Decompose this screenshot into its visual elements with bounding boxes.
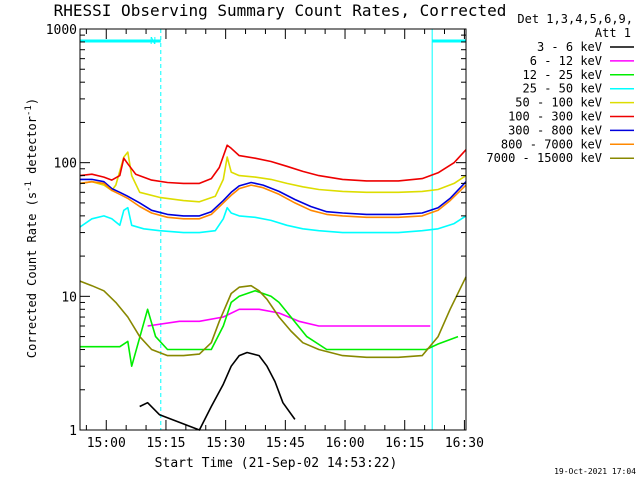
series-line-4: [79, 151, 467, 203]
x-tick-label-3: 15:45: [266, 436, 305, 451]
legend-label-7: 800 - 7000 keV: [501, 137, 602, 151]
chart-title: RHESSI Observing Summary Count Rates, Co…: [54, 1, 507, 20]
series-line-2: [80, 290, 459, 367]
legend-label-6: 300 - 800 keV: [508, 123, 602, 137]
legend-label-4: 50 - 100 keV: [515, 96, 602, 110]
series-line-3: [79, 206, 467, 234]
timestamp-label: 19-Oct-2021 17:04: [554, 467, 636, 476]
y-tick-label-3: 1000: [46, 23, 77, 38]
legend-header-detectors: Det 1,3,4,5,6,9,: [517, 12, 633, 26]
x-tick-label-4: 16:00: [325, 436, 364, 451]
plot-frame: [79, 28, 467, 431]
legend-label-0: 3 - 6 keV: [537, 40, 602, 54]
axes: 1 10 100 1000 15:00 15:15 15:30 15:45 16:00 16:15…: [46, 23, 484, 451]
legend-label-2: 12 - 25 keV: [523, 68, 602, 82]
series-line-7: [79, 180, 467, 220]
legend-label-1: 6 - 12 keV: [530, 54, 602, 68]
y-axis-label-part3: ): [25, 98, 39, 105]
x-axis-label: Start Time (21-Sep-02 14:53:22): [155, 456, 398, 471]
y-tick-label-2: 100: [54, 157, 77, 172]
legend-header-attenuator: Att 1: [595, 26, 631, 40]
y-axis-label-sup2: -1: [24, 105, 34, 116]
x-tick-label-1: 15:15: [146, 436, 185, 451]
series-line-6: [80, 178, 467, 217]
series-line-0: [139, 351, 296, 431]
series-line-8: [79, 276, 467, 359]
x-tick-label-5: 16:15: [385, 436, 424, 451]
x-tick-label-0: 15:00: [87, 436, 126, 451]
x-tick-label-6: 16:30: [445, 436, 484, 451]
legend-label-8: 7000 - 15000 keV: [486, 151, 602, 165]
y-axis-label-part2: detector: [25, 116, 39, 181]
legend-label-5: 100 - 300 keV: [508, 110, 602, 124]
legend-label-3: 25 - 50 keV: [523, 82, 602, 96]
night-flag-label: N: [150, 36, 156, 47]
y-axis-label-part1: Corrected Count Rate (s: [25, 192, 39, 358]
series-line-1: [147, 308, 431, 327]
y-axis-label-sup1: -1: [24, 181, 34, 192]
plot-area: [79, 29, 467, 431]
y-tick-label-1: 10: [61, 290, 77, 305]
series-line-5: [79, 144, 467, 185]
y-tick-label-0: 1: [69, 424, 77, 439]
y-axis-label: Corrected Count Rate (s-1 detector-1): [24, 98, 39, 358]
x-tick-label-2: 15:30: [206, 436, 245, 451]
